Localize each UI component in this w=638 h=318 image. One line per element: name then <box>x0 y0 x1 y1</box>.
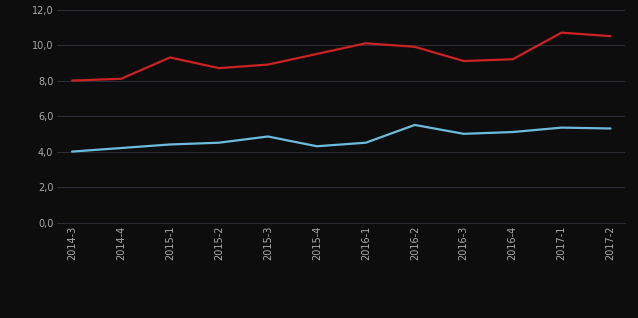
Wachttijd aanbodmodel <box>264 63 272 66</box>
Wachttijd aanbodmodel <box>215 66 223 70</box>
Wachttijd aanbodmodel <box>607 34 614 38</box>
Wachttijd aanbodmodel <box>558 31 565 35</box>
Wachttijd aanbodmodel <box>362 41 369 45</box>
Wachttijd aanbodmodel <box>68 79 76 82</box>
Wachttijd aanbodmodel <box>117 77 125 81</box>
Wachttijd aanbodmodel <box>509 57 517 61</box>
Line: Wachttijd aanbodmodel: Wachttijd aanbodmodel <box>72 33 611 80</box>
Wachttijd aanbodmodel <box>313 52 321 56</box>
Zoektijd <box>509 130 517 134</box>
Zoektijd <box>460 132 468 136</box>
Zoektijd <box>313 144 321 148</box>
Wachttijd aanbodmodel <box>411 45 419 49</box>
Zoektijd <box>68 150 76 154</box>
Zoektijd <box>607 127 614 130</box>
Zoektijd <box>411 123 419 127</box>
Zoektijd <box>166 142 174 146</box>
Zoektijd <box>215 141 223 145</box>
Zoektijd <box>264 135 272 138</box>
Zoektijd <box>362 141 369 145</box>
Wachttijd aanbodmodel <box>460 59 468 63</box>
Zoektijd <box>558 126 565 129</box>
Line: Zoektijd: Zoektijd <box>72 125 611 152</box>
Wachttijd aanbodmodel <box>166 56 174 59</box>
Zoektijd <box>117 146 125 150</box>
